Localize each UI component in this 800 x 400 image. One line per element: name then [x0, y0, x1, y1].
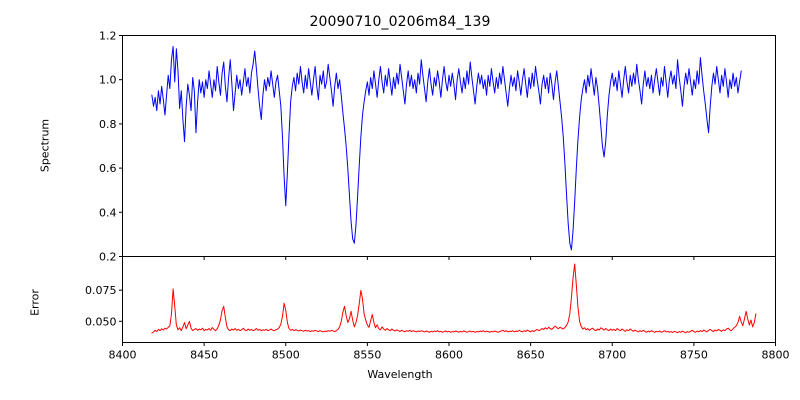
- error-axes-frame: [122, 256, 776, 343]
- error-ytick-label: 0.075: [85, 284, 117, 297]
- xtick-label: 8600: [435, 349, 463, 362]
- spectrum-data-line: [151, 46, 742, 251]
- figure-title: 20090710_0206m84_139: [309, 14, 491, 30]
- spectrum-ytick-label: 0.8: [99, 118, 117, 131]
- spectrum-axes-frame: [122, 35, 776, 257]
- spectrum-ytick-label: 1.2: [99, 30, 117, 43]
- xtick-label: 8500: [272, 349, 300, 362]
- xtick-label: 8450: [190, 349, 218, 362]
- xtick-label: 8800: [762, 349, 790, 362]
- spectrum-axis-label: Spectrum: [38, 118, 52, 173]
- spectrum-ytick-label: 1.0: [99, 74, 117, 87]
- spectrum-ytick-label: 0.2: [99, 251, 117, 264]
- xtick-label: 8650: [517, 349, 545, 362]
- error-ytick-label: 0.050: [85, 315, 117, 328]
- error-data-line: [151, 263, 757, 334]
- xtick-label: 8750: [680, 349, 708, 362]
- xtick-label: 8400: [109, 349, 137, 362]
- xtick-label: 8700: [598, 349, 626, 362]
- error-axis-label: Error: [28, 289, 42, 316]
- wavelength-axis-label: Wavelength: [367, 368, 433, 381]
- xtick-label: 8550: [353, 349, 381, 362]
- spectrum-ytick-label: 0.6: [99, 162, 117, 175]
- spectrum-ytick-label: 0.4: [99, 206, 117, 219]
